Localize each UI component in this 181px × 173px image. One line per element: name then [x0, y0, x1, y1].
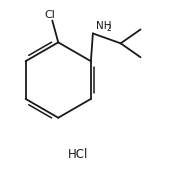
Text: Cl: Cl: [45, 10, 56, 20]
Text: HCl: HCl: [68, 148, 88, 161]
Text: NH: NH: [96, 21, 111, 31]
Text: 2: 2: [106, 24, 111, 33]
